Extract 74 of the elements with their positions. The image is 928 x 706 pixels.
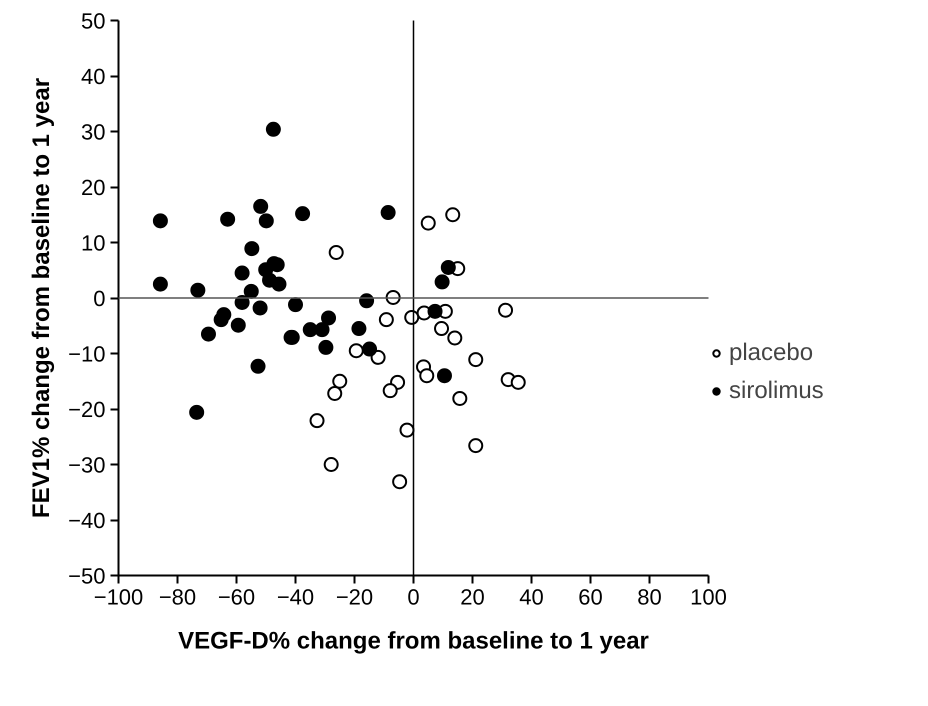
legend-label: placebo	[729, 339, 814, 367]
y-tick-label: 0	[93, 286, 106, 311]
point	[271, 276, 286, 292]
x-tick-label: 0	[407, 584, 420, 610]
point	[200, 326, 216, 342]
point	[445, 207, 460, 222]
point	[189, 404, 204, 420]
point	[362, 342, 378, 357]
x-tick-label: −20	[336, 584, 374, 610]
point	[258, 213, 274, 228]
point	[244, 241, 260, 256]
point	[230, 318, 246, 333]
point	[288, 297, 303, 312]
point	[152, 213, 168, 228]
x-axis-title: VEGF-D% change from baseline to 1 year	[178, 628, 649, 654]
x-tick-label: 80	[637, 584, 662, 610]
point	[318, 340, 334, 355]
point	[252, 300, 268, 316]
point	[378, 312, 394, 328]
point	[190, 282, 206, 298]
y-tick-label: 50	[81, 8, 106, 34]
y-tick-label: −30	[68, 452, 106, 478]
y-tick-label: 20	[81, 175, 106, 200]
point	[468, 438, 484, 454]
y-tick-label: 10	[81, 230, 106, 256]
point	[295, 206, 310, 222]
y-tick-label: −10	[68, 342, 106, 366]
point	[382, 383, 398, 398]
x-tick-label: 100	[690, 584, 727, 610]
point	[419, 368, 434, 384]
y-tick-label: −40	[68, 508, 106, 533]
x-tick-label: −40	[276, 584, 314, 610]
x-tick-label: −80	[158, 584, 196, 610]
point	[447, 330, 462, 346]
x-tick-label: 60	[578, 584, 603, 610]
y-tick-label: −20	[68, 397, 106, 422]
point	[314, 322, 330, 338]
point	[436, 368, 452, 384]
point	[498, 302, 514, 318]
point	[468, 352, 484, 368]
point	[324, 457, 339, 472]
x-tick-label: −60	[218, 584, 256, 610]
point	[420, 216, 436, 231]
point	[428, 304, 443, 319]
point	[434, 321, 450, 336]
point	[253, 198, 268, 214]
y-tick-label: 40	[81, 64, 106, 89]
point	[440, 260, 456, 275]
point	[234, 266, 250, 281]
point	[452, 390, 468, 406]
point	[310, 413, 325, 428]
point	[266, 122, 281, 137]
point	[392, 474, 408, 490]
point	[332, 374, 348, 389]
point	[400, 422, 415, 438]
legend-label: sirolimus	[729, 377, 824, 405]
point	[370, 350, 386, 365]
point	[244, 284, 259, 299]
point	[351, 321, 366, 336]
point	[321, 310, 336, 326]
point	[327, 386, 342, 401]
y-tick-label: 30	[81, 120, 106, 144]
x-tick-label: 40	[519, 584, 544, 610]
x-tick-label: 20	[460, 584, 485, 610]
point	[152, 276, 168, 292]
point	[510, 374, 526, 390]
point	[380, 205, 396, 220]
point	[250, 358, 266, 374]
point	[328, 245, 344, 260]
point	[348, 343, 364, 358]
point	[220, 212, 236, 227]
y-axis-title: FEV1% change from baseline to 1 year	[28, 78, 56, 518]
point	[216, 307, 232, 322]
point	[434, 274, 450, 290]
